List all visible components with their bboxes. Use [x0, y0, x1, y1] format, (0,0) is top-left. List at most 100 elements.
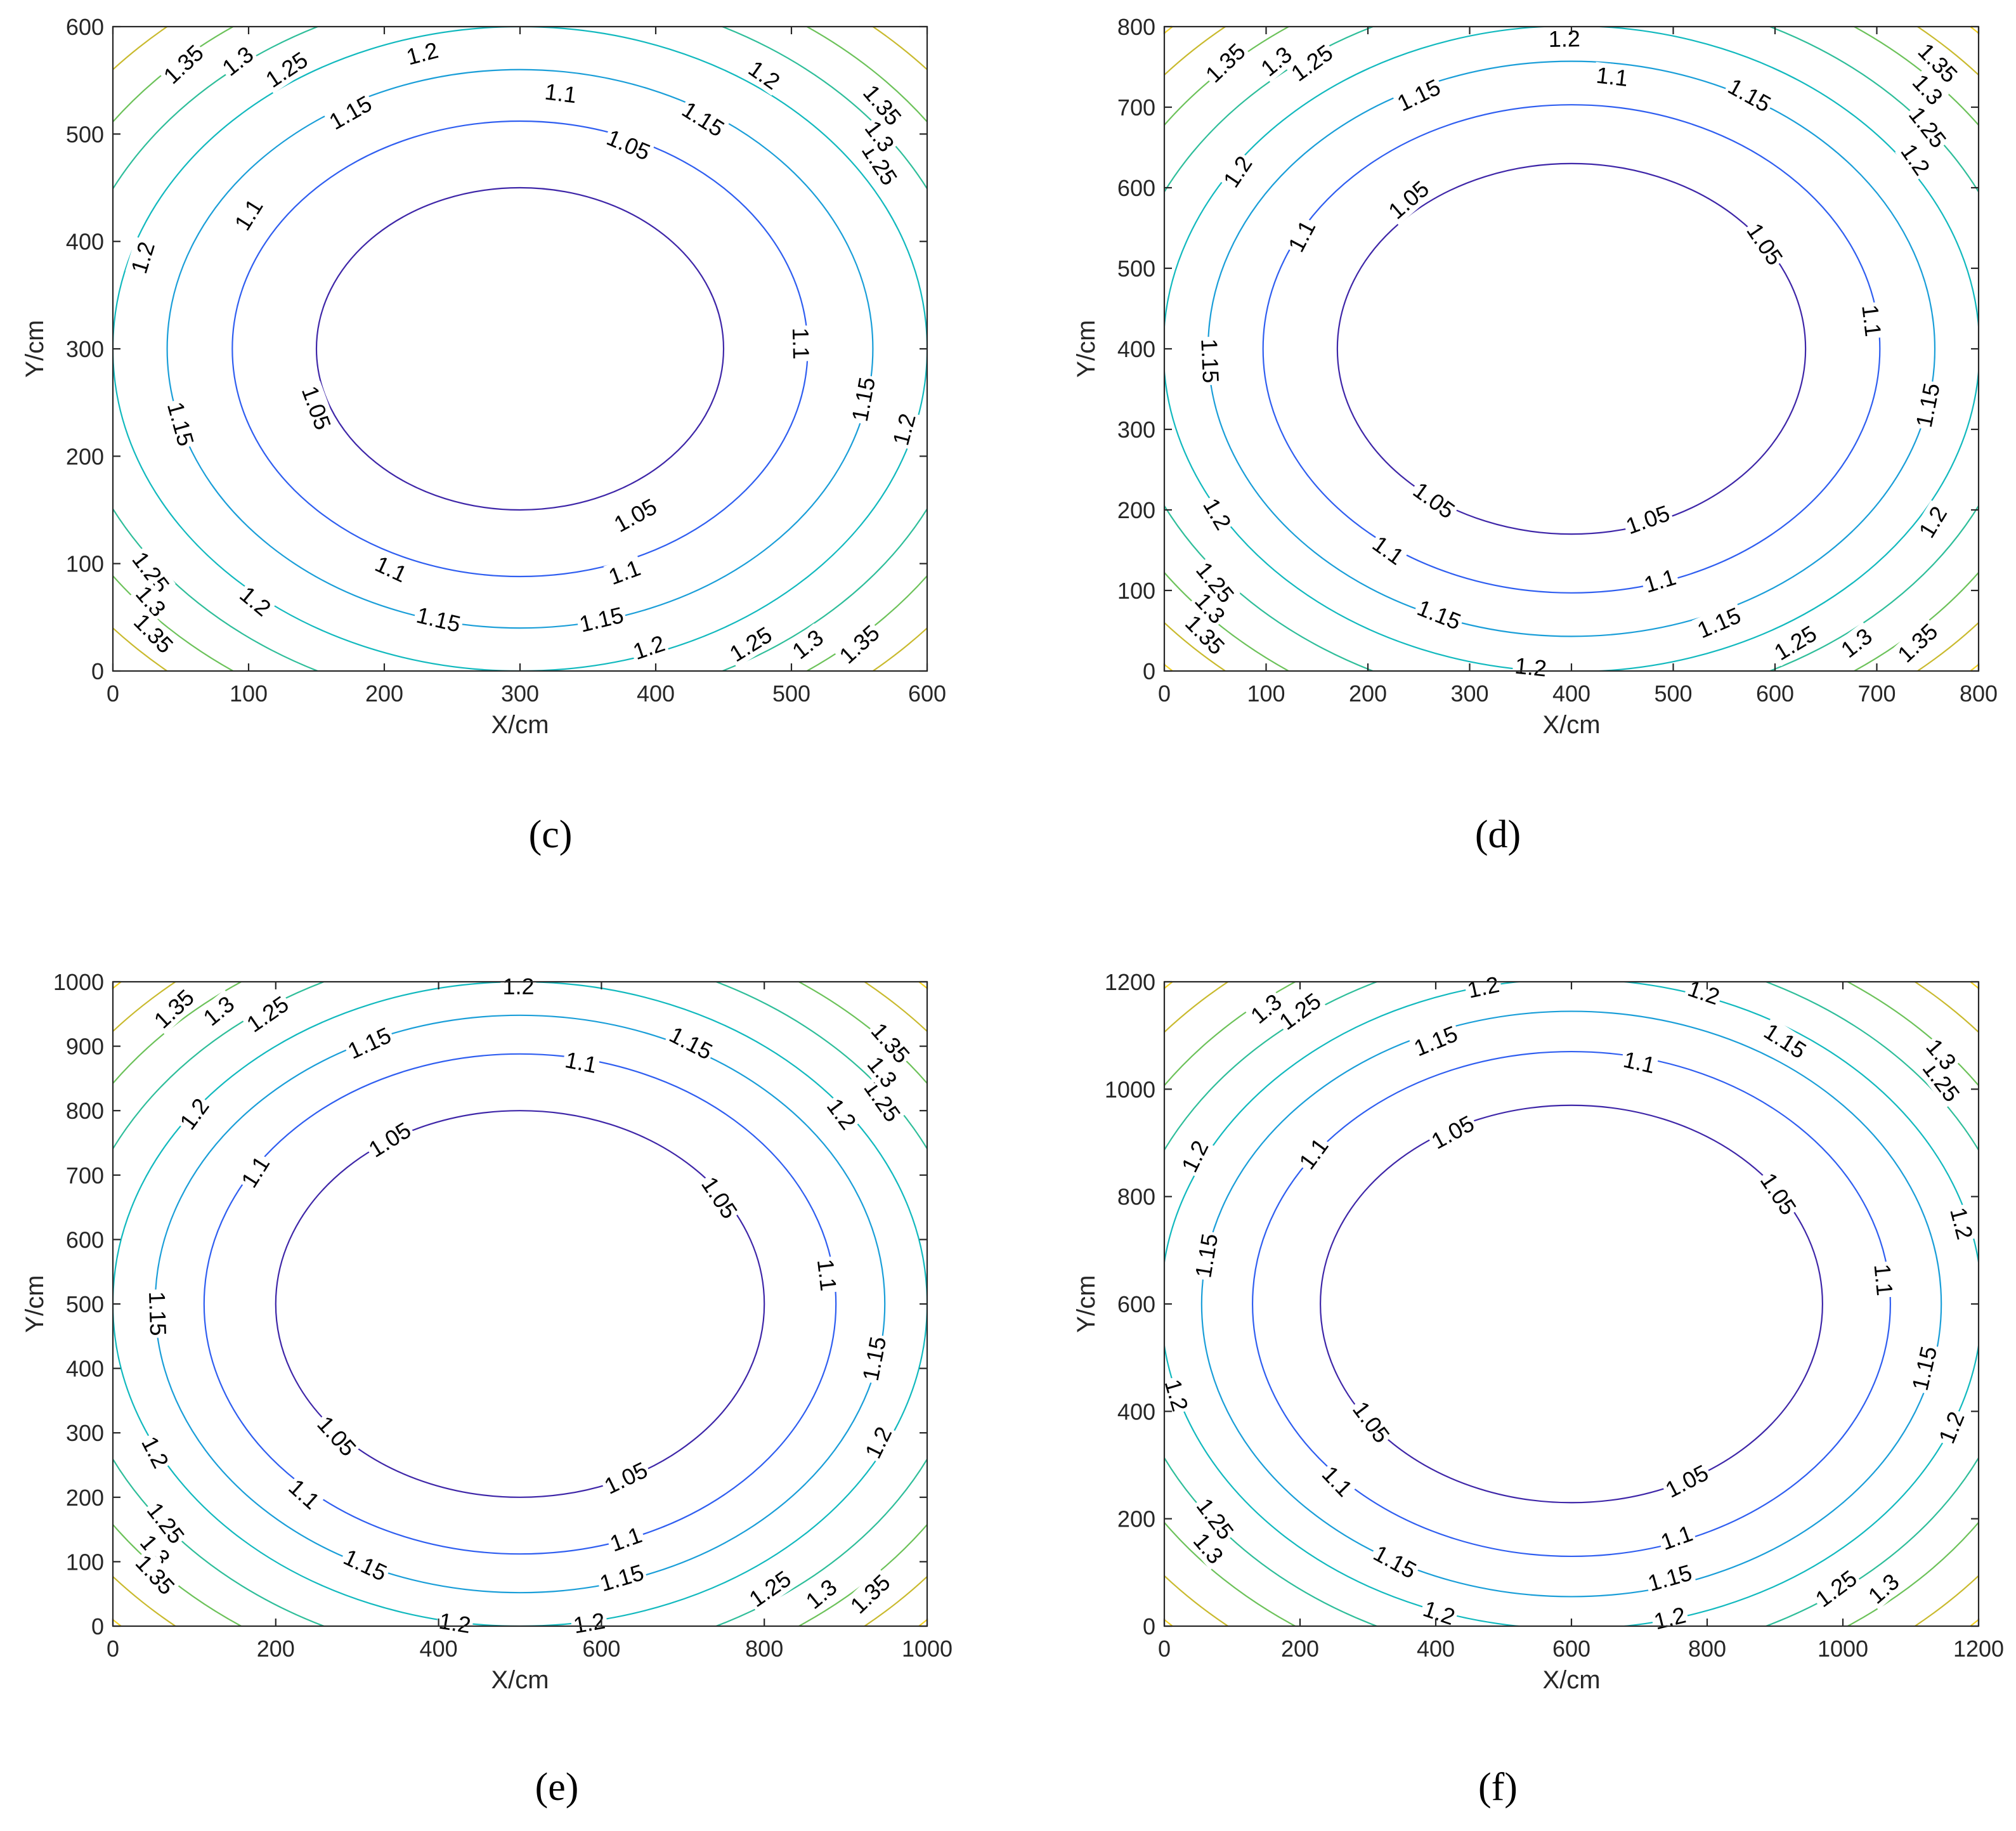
contour-label-bg	[1643, 1559, 1697, 1597]
y-tick-label: 200	[66, 443, 104, 469]
contour-label: 1.2	[822, 1093, 862, 1135]
y-tick-label: 100	[66, 551, 104, 577]
contour-label-bg	[1906, 67, 1949, 112]
contour-label-bg	[608, 492, 663, 538]
contour-label-bg	[1655, 1520, 1698, 1556]
contour-label: 1.35	[149, 984, 199, 1034]
contour-label-bg	[1546, 25, 1583, 52]
contour-label-bg	[857, 78, 908, 132]
contour-line-1.1	[203, 1053, 837, 1555]
contour-label-bg	[136, 1430, 175, 1474]
contour-label-bg	[134, 1528, 177, 1572]
contour-label-bg	[1418, 1594, 1460, 1631]
y-tick-label: 200	[66, 1485, 104, 1511]
y-axis-label: Y/cm	[21, 320, 49, 377]
y-tick-label: 400	[66, 1356, 104, 1382]
contour-label: 1.2	[887, 411, 920, 448]
contour-label: 1.15	[1693, 602, 1745, 643]
contour-label: 1.2	[404, 37, 441, 70]
contour-label-bg	[500, 973, 537, 1000]
x-axis-label: X/cm	[1542, 1666, 1600, 1694]
contour-label: 1.05	[603, 124, 654, 166]
contour-label: 1.15	[144, 1291, 171, 1336]
x-tick-label: 0	[107, 681, 119, 707]
contour-label-bg	[1620, 499, 1675, 540]
contour-label-bg	[162, 397, 200, 451]
contour-label-bg	[216, 40, 260, 82]
y-tick-label: 1000	[53, 969, 104, 995]
contour-label-bg	[1254, 40, 1298, 82]
contour-label-bg	[663, 1020, 719, 1065]
axes-frame	[1163, 981, 1980, 1627]
contour-label-bg	[676, 95, 731, 143]
y-tick-label: 0	[1143, 658, 1155, 684]
x-tick-label: 100	[1247, 681, 1285, 707]
contour-line-1.3	[1164, 982, 1979, 1626]
contour-label-bg	[1834, 622, 1878, 664]
y-tick-label: 400	[1117, 1398, 1155, 1424]
contour-label-bg	[1217, 150, 1258, 194]
contour-label: 1.2	[1514, 653, 1548, 682]
contour-label-bg	[401, 36, 443, 70]
contour-label: 1.15	[1414, 594, 1464, 635]
contour-label: 1.1	[1595, 62, 1630, 91]
contour-label-bg	[786, 623, 830, 665]
contour-label: 1.2	[1176, 1137, 1214, 1176]
contour-label-bg	[799, 1572, 843, 1615]
contour-label: 1.3	[198, 991, 240, 1031]
contour-label-bg	[129, 579, 172, 623]
contour-label-bg	[1920, 1033, 1963, 1076]
y-tick-label: 200	[1117, 1506, 1155, 1532]
contour-label-bg	[129, 1548, 181, 1601]
contour-label-bg	[342, 1021, 397, 1065]
contour-label-bg	[157, 38, 210, 90]
contour-label-bg	[1190, 1492, 1240, 1546]
chart-panel-1: 1.051.051.05 1.051.11.11.11.11.11.15 1.151…	[1072, 14, 1998, 856]
contour-label-bg	[1691, 601, 1746, 644]
x-tick-label: 0	[1158, 681, 1171, 707]
contour-label-bg	[1916, 1054, 1967, 1109]
y-tick-label: 100	[1117, 578, 1155, 604]
contour-label-bg	[743, 1564, 797, 1613]
contour-label-bg	[147, 983, 200, 1035]
contour-line-1.25	[1164, 982, 1979, 1626]
contour-label-bg	[833, 618, 886, 670]
contour-label-bg	[1619, 1046, 1660, 1079]
contour-label-bg	[604, 1521, 647, 1558]
contour-label-bg	[296, 381, 337, 435]
x-tick-label: 800	[745, 1636, 783, 1662]
contour-label: 1.15	[1410, 1020, 1461, 1061]
contour-label-bg	[1190, 556, 1240, 609]
contour-label-bg	[1906, 1342, 1942, 1395]
x-tick-label: 1200	[1953, 1636, 2004, 1662]
contour-label-bg	[843, 1568, 897, 1620]
contour-label-bg	[859, 114, 901, 159]
contour-label-bg	[1740, 217, 1789, 271]
y-tick-label: 800	[1117, 14, 1155, 40]
x-tick-label: 0	[1158, 1636, 1171, 1662]
contour-label: 1.05	[1623, 500, 1674, 539]
y-tick-label: 0	[91, 1613, 104, 1639]
panel-label: (d)	[1475, 813, 1521, 856]
y-tick-label: 1200	[1105, 969, 1155, 995]
contour-label-bg	[1910, 379, 1945, 432]
contour-label-bg	[1199, 37, 1252, 89]
contour-label-bg	[1316, 1459, 1359, 1503]
x-axis-label: X/cm	[491, 1666, 549, 1694]
contour-label-bg	[1944, 1202, 1979, 1244]
y-tick-label: 400	[66, 229, 104, 255]
contour-label: 1.15	[1911, 381, 1945, 430]
contour-label: 1.1	[1621, 1046, 1658, 1079]
contour-label: 1.15	[414, 602, 464, 637]
contour-label-bg	[569, 1607, 609, 1639]
x-tick-label: 600	[1756, 681, 1794, 707]
contour-label: 1.05	[1383, 176, 1434, 225]
contour-line-1.05	[275, 1110, 765, 1498]
x-tick-label: 500	[772, 681, 810, 707]
x-tick-label: 600	[582, 1636, 620, 1662]
contour-line-1.15	[1200, 1010, 1942, 1598]
contour-label-bg	[1463, 970, 1504, 1004]
x-tick-label: 200	[1349, 681, 1387, 707]
contour-label: 1.2	[1218, 151, 1258, 192]
